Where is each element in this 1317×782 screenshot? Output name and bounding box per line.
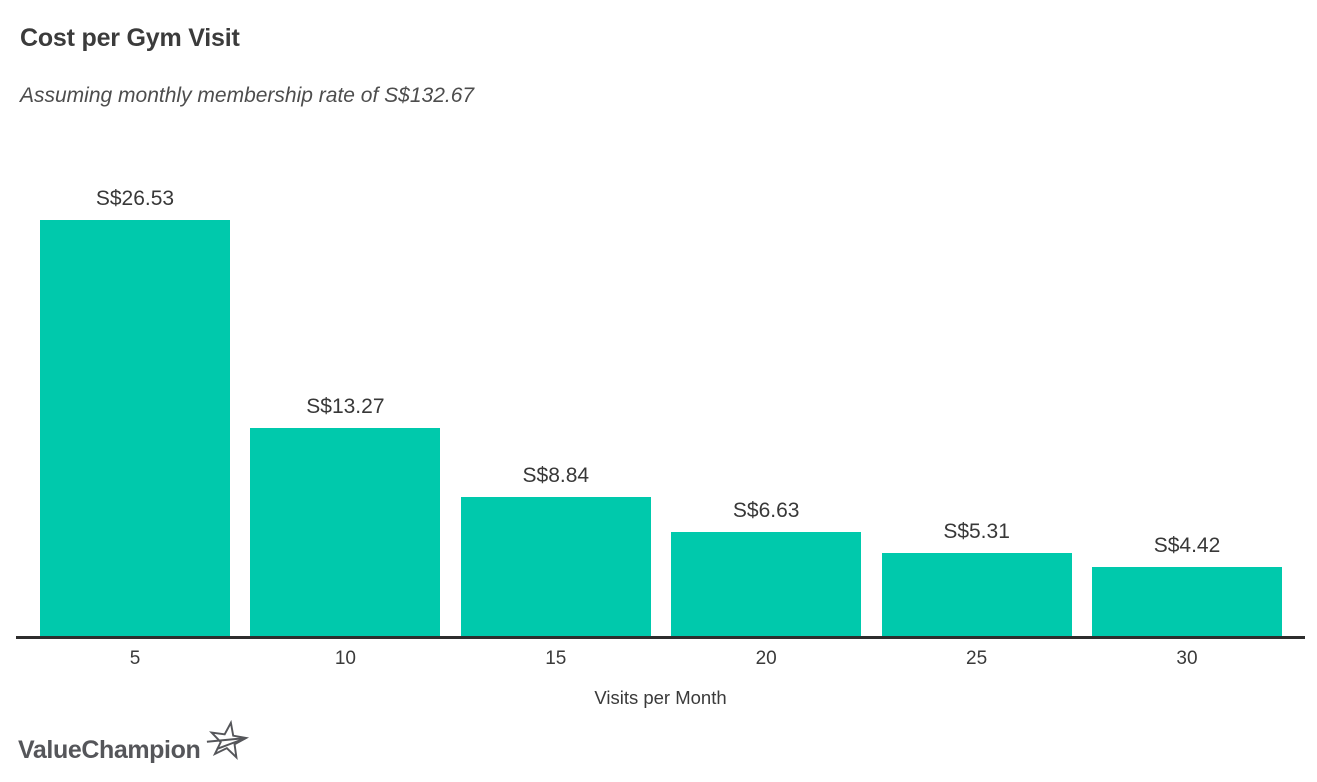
bar-value-label: S$26.53: [95, 187, 175, 211]
bar-value-label: S$13.27: [306, 394, 385, 418]
x-tick-label: 5: [129, 648, 141, 669]
chart-subtitle: Assuming monthly membership rate of S$13…: [20, 84, 475, 107]
bar-slot: S$5.31 25: [881, 160, 1072, 669]
x-tick-label: 25: [966, 648, 988, 669]
x-axis-line: [16, 636, 1305, 639]
brand-logo-text: ValueChampion: [18, 736, 201, 764]
x-tick-label: 15: [545, 648, 567, 669]
bar: [1092, 566, 1282, 636]
bar: [671, 532, 862, 636]
bar-slot: S$26.53 5: [40, 160, 230, 669]
x-tick-label: 30: [1176, 648, 1198, 669]
bar: [881, 552, 1072, 636]
bar-value-label: S$5.31: [943, 519, 1010, 543]
bar: [40, 220, 230, 636]
x-axis-title: Visits per Month: [594, 687, 727, 708]
bar: [460, 497, 651, 636]
x-tick-label: 20: [755, 648, 777, 669]
bar-chart-plot: S$26.53 5 S$13.27 10 S$8.84 15 S$6.63 20 S$5.31 2…: [16, 160, 1305, 669]
bar-value-label: S$8.84: [522, 464, 590, 488]
bar: [250, 427, 441, 636]
bar-value-label: S$4.42: [1153, 533, 1221, 557]
brand-logo: ValueChampion: [18, 719, 251, 777]
bar-slot: S$6.63 20: [671, 160, 862, 669]
x-tick-label: 10: [334, 648, 356, 669]
chart-title: Cost per Gym Visit: [20, 24, 240, 52]
bar-slot: S$13.27 10: [250, 160, 441, 669]
bar-slot: S$4.42 30: [1092, 160, 1282, 669]
star-icon: [205, 716, 251, 769]
bar-slot: S$8.84 15: [460, 160, 651, 669]
bar-value-label: S$6.63: [732, 499, 800, 523]
